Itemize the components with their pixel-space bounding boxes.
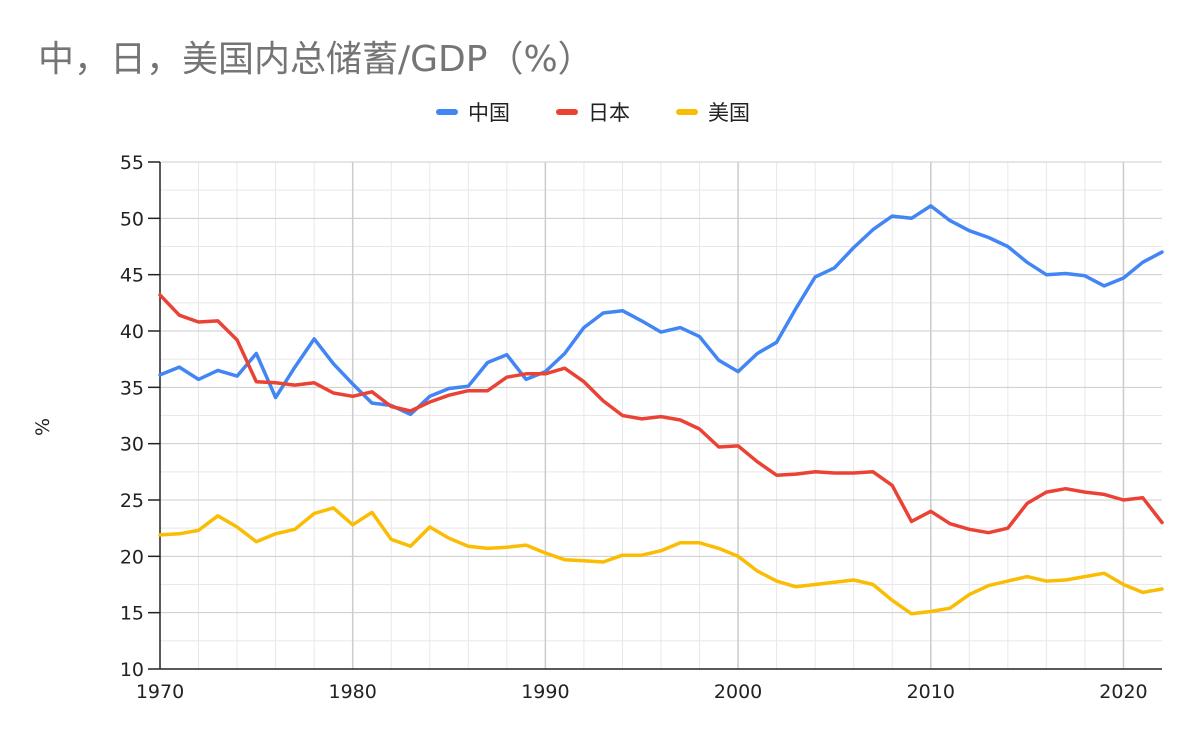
y-tick-label: 15 bbox=[120, 603, 144, 625]
legend-label: 中国 bbox=[468, 101, 510, 125]
y-tick-label: 35 bbox=[120, 377, 144, 399]
series-line-1 bbox=[158, 204, 1164, 417]
legend-item-1: 中国 bbox=[436, 96, 510, 128]
legend-label: 日本 bbox=[588, 101, 630, 125]
y-tick-label: 20 bbox=[120, 546, 144, 568]
y-tick-label: 50 bbox=[120, 208, 144, 230]
y-tick-label: 25 bbox=[120, 490, 144, 512]
tick-labels: 10 15 20 25 30 35 40 45 50 55 1970 1980 1990 2000 2010… bbox=[120, 152, 1148, 703]
x-tick-label: 2010 bbox=[907, 681, 955, 703]
series-line-2 bbox=[158, 293, 1164, 535]
y-tick-label: 30 bbox=[120, 434, 144, 456]
y-tick-label: 45 bbox=[120, 265, 144, 287]
legend-item-3: 美国 bbox=[676, 96, 750, 128]
y-tick-label: 10 bbox=[120, 659, 144, 681]
series-line-3 bbox=[158, 506, 1164, 616]
minor-gridlines bbox=[160, 162, 1162, 669]
y-tick-label: 55 bbox=[120, 152, 144, 174]
legend-swatch bbox=[676, 109, 698, 115]
legend-item-2: 日本 bbox=[556, 96, 630, 128]
legend-label: 美国 bbox=[708, 101, 750, 125]
x-tick-label: 2020 bbox=[1099, 681, 1147, 703]
legend-swatch bbox=[436, 109, 458, 115]
x-tick-label: 1970 bbox=[136, 681, 184, 703]
axes bbox=[148, 161, 1162, 670]
chart-title: 中，日，美国内总储蓄/GDP（%） bbox=[38, 39, 594, 80]
x-tick-label: 1990 bbox=[521, 681, 569, 703]
y-tick-label: 40 bbox=[120, 321, 144, 343]
series-lines bbox=[158, 204, 1164, 616]
x-tick-label: 1980 bbox=[329, 681, 377, 703]
legend-swatch bbox=[556, 109, 578, 115]
x-tick-label: 2000 bbox=[714, 681, 762, 703]
legend: 中国 日本 美国 bbox=[0, 96, 1200, 128]
